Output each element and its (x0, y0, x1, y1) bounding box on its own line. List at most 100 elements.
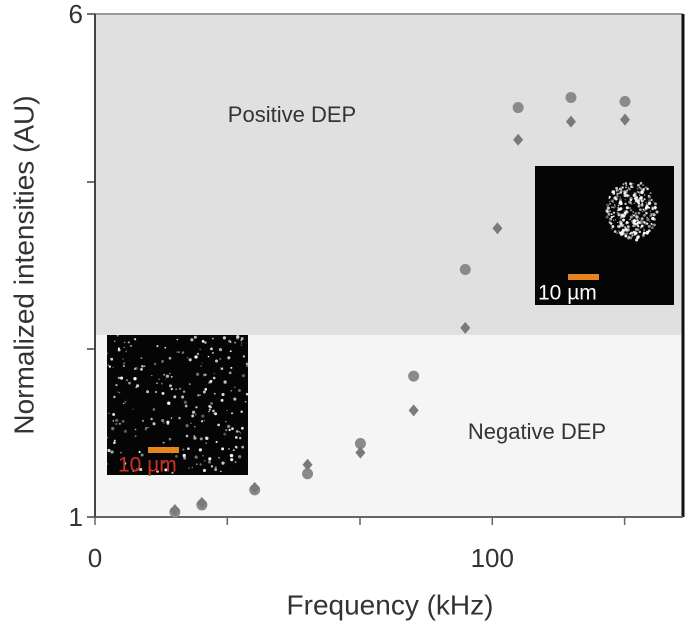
scale-label: 10 µm (538, 282, 597, 305)
speckle (147, 426, 149, 429)
speckle (631, 234, 634, 237)
speckle (627, 186, 630, 189)
speckle (213, 392, 216, 395)
speckle (140, 453, 144, 457)
speckle (194, 413, 197, 416)
speckle (209, 379, 213, 383)
speckle (629, 236, 633, 240)
speckle (643, 213, 646, 217)
speckle (625, 186, 627, 189)
speckle (609, 210, 612, 212)
speckle (140, 367, 143, 371)
speckle (613, 219, 615, 221)
speckle (612, 206, 615, 209)
speckle (124, 341, 126, 343)
y-tick-label: 1 (69, 502, 83, 532)
speckle (162, 460, 166, 464)
speckle (241, 445, 245, 449)
speckle (169, 384, 172, 388)
speckle (110, 450, 114, 454)
speckle (625, 184, 628, 186)
speckle (193, 436, 197, 440)
speckle (213, 372, 215, 375)
speckle (168, 356, 172, 360)
speckle (178, 416, 181, 420)
speckle (628, 206, 632, 210)
speckle (223, 380, 227, 384)
speckle (113, 439, 116, 442)
speckle (654, 202, 657, 206)
speckle (621, 186, 624, 189)
point (302, 458, 313, 471)
speckle (238, 389, 241, 392)
speckle (608, 202, 611, 205)
speckle (653, 201, 655, 203)
speckle (199, 348, 201, 351)
speckle (161, 419, 165, 423)
speckle (643, 228, 645, 230)
speckle (609, 217, 613, 221)
speckle (123, 400, 127, 404)
speckle (114, 340, 116, 342)
speckle (146, 390, 149, 394)
speckle (608, 200, 611, 203)
speckle (229, 350, 232, 353)
speckle (217, 423, 220, 427)
speckle (112, 420, 115, 422)
point (460, 321, 471, 334)
speckle (173, 395, 177, 399)
speckle (108, 365, 111, 368)
point (196, 496, 207, 509)
speckle (636, 234, 640, 238)
speckle (223, 432, 227, 436)
speckle (221, 367, 224, 370)
speckle (637, 201, 640, 204)
speckle (219, 358, 221, 360)
speckle (606, 206, 610, 210)
speckle (631, 203, 633, 205)
speckle (214, 412, 218, 416)
speckle (203, 420, 206, 422)
speckle (648, 199, 652, 203)
point (619, 96, 631, 108)
speckle (228, 428, 231, 432)
speckle (178, 387, 182, 390)
speckle (115, 418, 119, 422)
speckle (205, 436, 209, 440)
speckle (614, 204, 616, 206)
speckle (210, 465, 214, 468)
speckle (170, 375, 173, 378)
speckle (230, 389, 233, 392)
speckle (195, 406, 198, 409)
speckle (625, 206, 629, 210)
speckle (245, 362, 249, 366)
speckle (622, 218, 625, 222)
speckle (211, 351, 214, 354)
speckle (647, 229, 651, 233)
speckle (175, 455, 178, 458)
speckle (625, 228, 629, 232)
speckle (167, 401, 171, 405)
speckle (234, 341, 237, 344)
speckle (199, 394, 201, 396)
point (169, 503, 180, 516)
speckle (239, 432, 242, 434)
speckle (619, 198, 622, 201)
speckle (160, 382, 163, 385)
speckle (215, 440, 218, 444)
speckle (203, 459, 206, 462)
x-axis-label: Frequency (kHz) (287, 589, 494, 620)
speckle (609, 203, 612, 205)
speckle (236, 334, 240, 339)
speckle (624, 182, 627, 185)
speckle (651, 212, 656, 217)
speckle (630, 231, 634, 235)
speckle (640, 189, 643, 191)
speckle (643, 229, 645, 232)
speckle (123, 429, 128, 433)
speckle (164, 378, 166, 380)
speckle (233, 397, 237, 401)
speckle (611, 224, 615, 228)
speckle (163, 422, 165, 424)
speckle (152, 408, 156, 411)
